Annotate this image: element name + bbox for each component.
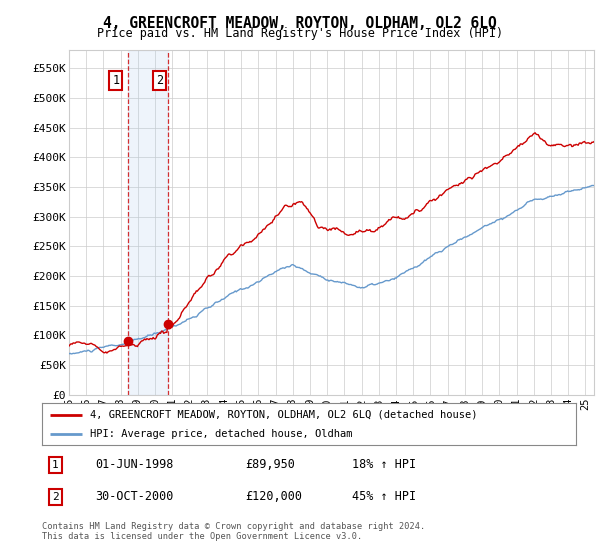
Text: 01-JUN-1998: 01-JUN-1998 — [95, 458, 174, 472]
Text: £89,950: £89,950 — [245, 458, 295, 472]
Text: HPI: Average price, detached house, Oldham: HPI: Average price, detached house, Oldh… — [90, 429, 353, 439]
Text: Contains HM Land Registry data © Crown copyright and database right 2024.
This d: Contains HM Land Registry data © Crown c… — [42, 522, 425, 542]
Text: 4, GREENCROFT MEADOW, ROYTON, OLDHAM, OL2 6LQ: 4, GREENCROFT MEADOW, ROYTON, OLDHAM, OL… — [103, 16, 497, 31]
Text: 1: 1 — [112, 73, 119, 87]
Bar — [128, 50, 168, 395]
Text: 30-OCT-2000: 30-OCT-2000 — [95, 491, 174, 503]
Text: 4, GREENCROFT MEADOW, ROYTON, OLDHAM, OL2 6LQ (detached house): 4, GREENCROFT MEADOW, ROYTON, OLDHAM, OL… — [90, 409, 478, 419]
Text: 2: 2 — [52, 492, 59, 502]
Text: 2: 2 — [156, 73, 163, 87]
Text: 45% ↑ HPI: 45% ↑ HPI — [352, 491, 416, 503]
Text: 1: 1 — [52, 460, 59, 470]
Text: £120,000: £120,000 — [245, 491, 302, 503]
Text: Price paid vs. HM Land Registry's House Price Index (HPI): Price paid vs. HM Land Registry's House … — [97, 27, 503, 40]
Text: 18% ↑ HPI: 18% ↑ HPI — [352, 458, 416, 472]
